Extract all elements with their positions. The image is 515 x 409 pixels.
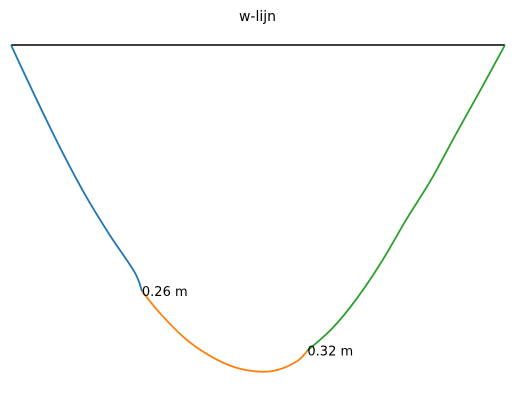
chart-title: w-lijn	[239, 9, 276, 25]
annotation-layer: 0.26 m 0.32 m	[142, 285, 353, 360]
annotation-label-1: 0.26 m	[142, 285, 188, 300]
series-line-2	[141, 290, 309, 373]
series-line-1	[10, 44, 143, 292]
annotation-label-2: 0.32 m	[307, 345, 353, 360]
series-layer	[10, 44, 506, 373]
series-line-3	[306, 44, 506, 352]
